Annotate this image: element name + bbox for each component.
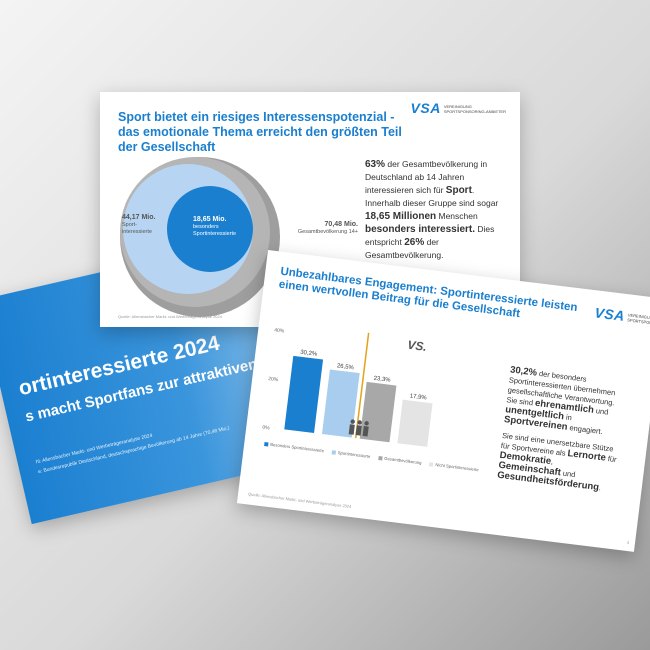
text-part: für: [605, 453, 618, 465]
engagement-bar-chart: 0% 20% 40% 30,2% 26,5% 23,3% 17,9%: [262, 327, 433, 447]
inner-value: 18,65 Mio.: [193, 216, 227, 223]
text-part: .: [598, 483, 602, 493]
bar-value-label: 23,3%: [373, 376, 391, 384]
bar-value-label: 26,5%: [336, 363, 354, 371]
inner-label-2: Sportinteressierte: [193, 230, 237, 237]
text-part: ,: [550, 457, 554, 467]
text-part: der Gesamtbevölkerung in Deutschland ab …: [365, 159, 488, 195]
vsa-logo-mark: VSA: [410, 100, 441, 116]
text-bold: 18,65 Millionen: [365, 211, 437, 222]
vsa-logo-line2: SPORTSPONSORING-ANBIETER: [443, 109, 506, 114]
middle-label-1: Sport-: [122, 222, 137, 228]
bar: [321, 369, 360, 438]
y-tick-label: 0%: [262, 425, 270, 432]
vsa-logo-mark: VSA: [593, 304, 626, 324]
potential-description: 63% der Gesamtbevölkerung in Deutschland…: [365, 158, 505, 262]
potential-source: Quelle: Allensbacher Markt- und Werbeträ…: [118, 314, 222, 319]
text-bold: besonders interessiert.: [365, 224, 476, 235]
vs-divider-line: [354, 332, 370, 439]
text-part: Menschen: [436, 211, 478, 221]
text-bold: Sport: [445, 185, 472, 196]
vsa-logo-line2: SPORTSPONSORING: [627, 317, 650, 328]
vsa-logo: VSA VEREINIGUNG SPORTSPONSORING-ANBIETER: [411, 100, 506, 116]
bar-value-label: 17,9%: [409, 394, 427, 402]
potential-slide: Sport bietet ein riesiges Interessenspot…: [100, 92, 520, 327]
legend-swatch: [429, 462, 434, 467]
potential-headline: Sport bietet ein riesiges Interessenspot…: [118, 110, 402, 154]
text-bold: 26%: [404, 237, 425, 248]
engagement-source: Quelle: Allensbacher Markt- und Werbeträ…: [247, 491, 352, 510]
vsa-logo-line1: VEREINIGUNG: [443, 104, 472, 109]
outer-label: Gesamtbevölkerung 14+: [297, 229, 358, 235]
vsa-logo-small: VSA VEREINIGUNG SPORTSPONSORING: [594, 304, 650, 329]
legend-swatch: [331, 450, 337, 455]
y-tick-label: 20%: [268, 376, 279, 383]
middle-value: 44,17 Mio.: [122, 214, 156, 221]
text-part: Dies entspricht: [365, 224, 495, 247]
bar: [397, 399, 433, 447]
engagement-slide: Unbezahlbares Engagement: Sportinteressi…: [236, 250, 650, 552]
inner-label-1: besonders: [193, 224, 219, 230]
venn-inner-circle: [167, 186, 253, 272]
population-venn-diagram: [120, 157, 280, 317]
people-icon: [348, 419, 369, 437]
bar-value-label: 30,2%: [300, 350, 318, 358]
vs-label: VS.: [406, 337, 428, 355]
text-part: und: [593, 405, 609, 417]
stat-63-percent: 63%: [365, 159, 386, 170]
middle-label-2: interessierte: [122, 228, 152, 235]
engagement-description: 30,2% der besonders Sportinteressierten …: [497, 364, 628, 495]
legend-swatch: [378, 455, 383, 461]
bar: [359, 381, 397, 443]
y-tick-label: 40%: [274, 327, 285, 334]
outer-value: 70,48 Mio.: [324, 221, 358, 228]
title-slide-footnote-2: e: Bundesrepublik Deutschland, deutschsp…: [37, 425, 231, 476]
text-part: der Gesamtbevölkerung.: [365, 237, 444, 260]
page-number: 3: [626, 539, 630, 546]
legend-swatch: [264, 441, 269, 447]
text-part: . Innerhalb dieser Gruppe sind sogar: [365, 185, 499, 208]
bar: [284, 355, 324, 433]
